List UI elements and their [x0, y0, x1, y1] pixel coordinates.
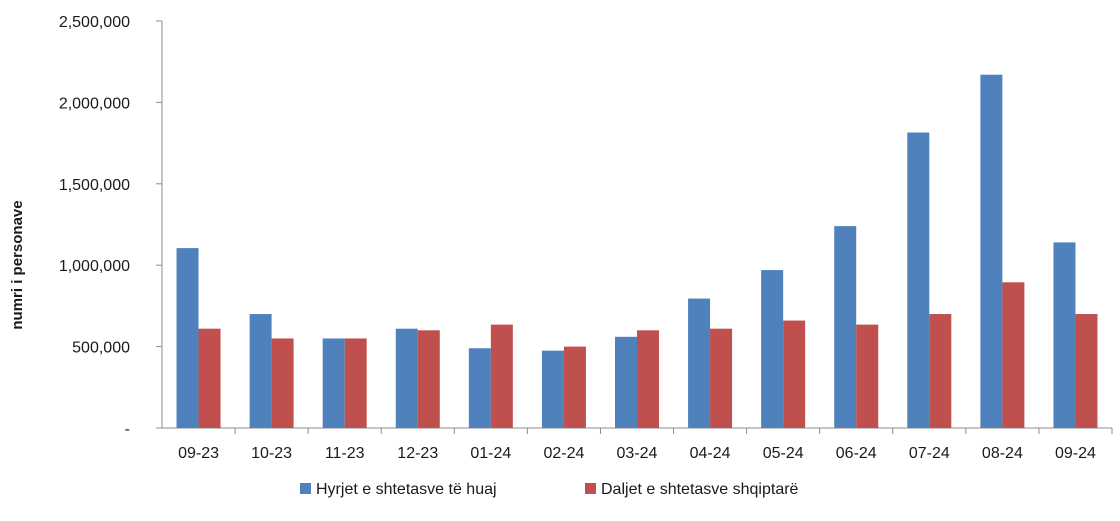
bar: [249, 314, 272, 428]
x-tick-label: 03-24: [617, 445, 658, 462]
y-axis-title: numri i personave: [9, 200, 26, 329]
bars: [176, 74, 1098, 428]
bar: [563, 346, 586, 428]
x-tick-label: 10-23: [251, 445, 292, 462]
x-tick-label: 05-24: [763, 445, 804, 462]
bar: [271, 338, 294, 428]
x-tick-label: 09-24: [1055, 445, 1096, 462]
legend-swatch: [300, 483, 311, 494]
bar: [615, 336, 637, 428]
legend-label: Hyrjet e shtetasve të huaj: [316, 481, 497, 498]
y-tick-label: 500,000: [72, 340, 130, 357]
bar: [637, 330, 659, 428]
bar: [490, 324, 513, 428]
legend: Hyrjet e shtetasve të huaj Daljet e shtet…: [300, 481, 799, 498]
bar: [834, 226, 857, 428]
bar: [322, 338, 345, 428]
y-tick-label: 2,000,000: [59, 95, 130, 112]
bar: [783, 320, 806, 428]
x-tick-label: 07-24: [909, 445, 950, 462]
x-tick-label: 06-24: [836, 445, 877, 462]
bar: [688, 298, 711, 428]
bar: [856, 324, 879, 428]
tick-labels: - 500,000 1,000,000 1,500,000 2,000,000 2,500…: [59, 14, 1096, 462]
x-tick-label: 04-24: [690, 445, 731, 462]
bar: [1002, 282, 1025, 428]
bar: [929, 314, 952, 428]
bar: [907, 132, 930, 428]
legend-label: Daljet e shtetasve shqiptarë: [601, 481, 799, 498]
bar: [541, 350, 564, 428]
bar: [176, 248, 199, 428]
bar: [980, 74, 1003, 428]
x-tick-label: 09-23: [178, 445, 219, 462]
x-tick-label: 02-24: [543, 445, 584, 462]
x-tick-label: 11-23: [325, 445, 365, 462]
legend-swatch: [585, 483, 596, 494]
bar: [1075, 314, 1098, 428]
y-tick-label: -: [125, 421, 130, 438]
bar: [417, 330, 440, 428]
bar: [395, 328, 418, 428]
x-tick-label: 01-24: [470, 445, 511, 462]
bar: [710, 328, 733, 428]
y-tick-label: 1,000,000: [59, 258, 130, 275]
bar: [198, 328, 221, 428]
bar: [468, 348, 491, 428]
bar: [1053, 242, 1076, 428]
x-tick-label: 12-23: [397, 445, 438, 462]
x-tick-label: 08-24: [982, 445, 1023, 462]
y-tick-label: 1,500,000: [59, 177, 130, 194]
y-tick-label: 2,500,000: [59, 14, 130, 31]
bar: [761, 270, 784, 428]
bar: [344, 338, 367, 428]
